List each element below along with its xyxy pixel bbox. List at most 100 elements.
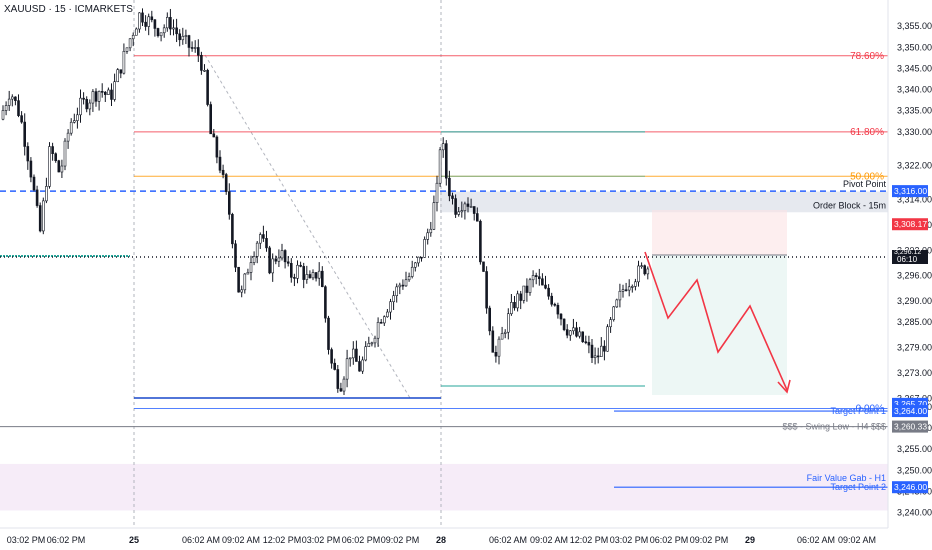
- candle-body: [107, 89, 110, 95]
- time-tick-label: 09:02 PM: [381, 535, 420, 545]
- candle-body: [29, 160, 33, 178]
- candle-body: [299, 264, 302, 267]
- candle-body: [271, 258, 275, 274]
- candle-body: [100, 91, 104, 93]
- candle-body: [88, 102, 92, 110]
- price-tick-label: 3,296.00: [897, 271, 932, 281]
- candle-body: [333, 362, 337, 370]
- candle-body: [14, 96, 17, 101]
- candle-body: [522, 285, 526, 301]
- candle-body: [599, 345, 603, 357]
- candle-body: [57, 160, 61, 173]
- candle-body: [240, 289, 243, 293]
- candle-body: [506, 313, 510, 333]
- candle-body: [590, 344, 594, 358]
- candle-body: [537, 276, 541, 280]
- candle-body: [20, 115, 23, 123]
- candle-body: [457, 211, 461, 215]
- stop-price-badge: [892, 218, 928, 231]
- price-tick-label: 3,290.00: [897, 296, 932, 306]
- candle-body: [258, 234, 262, 244]
- time-tick-label: 09:02 AM: [838, 535, 876, 545]
- candle-body: [128, 38, 132, 49]
- candle-body: [466, 203, 470, 207]
- candle-body: [618, 290, 622, 301]
- candle-body: [181, 36, 185, 41]
- time-tick-label: 06:02 AM: [797, 535, 835, 545]
- candle-body: [482, 261, 485, 272]
- current-price-text: 3,296.12: [894, 249, 921, 256]
- candle-body: [265, 238, 268, 249]
- candle-body: [358, 361, 361, 372]
- swing-low-badge: [892, 420, 928, 433]
- candle-body: [141, 12, 144, 23]
- current-price-badge: [892, 250, 928, 264]
- candle-body: [193, 47, 197, 49]
- order-block-zone: [440, 191, 888, 213]
- candle-body: [135, 28, 138, 36]
- candle-body: [73, 120, 76, 123]
- candle-body: [438, 149, 442, 184]
- pivot-label: Pivot Point: [843, 179, 887, 189]
- candle-body: [367, 343, 371, 348]
- candle-body: [423, 239, 426, 258]
- target-1-badge: [892, 405, 928, 418]
- price-tick-label: 3,279.00: [897, 343, 932, 353]
- candle-body: [550, 295, 554, 305]
- time-tick-label: 29: [745, 535, 755, 545]
- candle-body: [581, 331, 585, 343]
- candle-body: [138, 12, 141, 30]
- candle-body: [320, 270, 324, 288]
- time-tick-label: 12:02 PM: [263, 535, 302, 545]
- entry-price-badge-text: 3,265.70: [894, 399, 927, 409]
- fvg-label: Fair Value Gab - H1: [807, 473, 886, 483]
- candle-body: [224, 174, 228, 192]
- candle-body: [311, 272, 315, 279]
- candle-body: [116, 69, 119, 83]
- swing-low-label: $$$ - Swing Low - H4 $$$: [782, 422, 886, 432]
- candle-body: [519, 293, 523, 301]
- candle-body: [32, 176, 36, 191]
- candle-body: [324, 286, 327, 319]
- candle-body: [382, 316, 386, 324]
- candle-body: [66, 132, 70, 142]
- candle-body: [166, 17, 169, 29]
- order-block-label: Order Block - 15m: [813, 201, 886, 211]
- time-tick-label: 06:02 AM: [489, 535, 527, 545]
- candle-body: [556, 304, 560, 315]
- candle-body: [243, 273, 247, 291]
- candle-body: [11, 96, 14, 100]
- target-2-badge-text: 3,246.00: [894, 482, 927, 492]
- candle-body: [228, 191, 231, 215]
- candle-body: [404, 279, 408, 287]
- candle-body: [609, 319, 612, 328]
- candle-body: [395, 286, 399, 296]
- candle-body: [125, 47, 129, 52]
- candle-body: [79, 97, 82, 116]
- candle-body: [110, 89, 113, 100]
- candle-body: [156, 28, 160, 37]
- time-tick-label: 09:02 PM: [690, 535, 729, 545]
- candle-body: [41, 200, 45, 232]
- candle-body: [432, 202, 436, 230]
- candle-body: [23, 121, 27, 147]
- candle-body: [97, 91, 101, 102]
- candle-body: [69, 121, 73, 134]
- candle-body: [172, 27, 175, 30]
- candle-body: [429, 228, 433, 234]
- candle-body: [175, 27, 178, 35]
- candle-body: [293, 277, 296, 279]
- candle-body: [203, 70, 206, 72]
- candle-body: [370, 342, 374, 345]
- time-tick-label: 28: [436, 535, 446, 545]
- candle-body: [544, 284, 547, 289]
- candle-body: [262, 234, 265, 239]
- target-1-label: Target Point 1: [830, 406, 886, 416]
- candle-body: [296, 264, 299, 279]
- candle-body: [51, 146, 54, 154]
- candle-body: [479, 220, 482, 263]
- candle-body: [252, 256, 256, 263]
- pivot-badge-text: 3,316.00: [894, 186, 927, 196]
